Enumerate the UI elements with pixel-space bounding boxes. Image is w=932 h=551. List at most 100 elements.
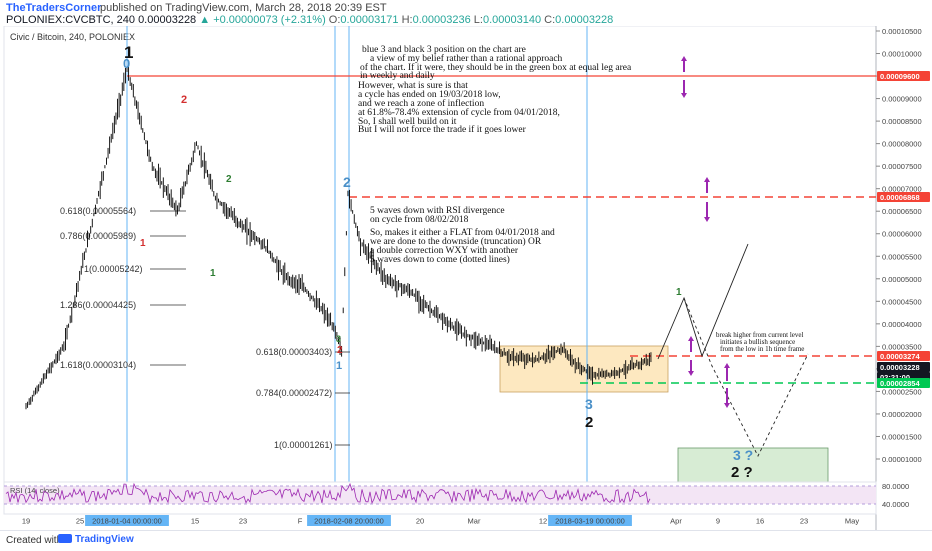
svg-text:from the low in 1h time frame: from the low in 1h time frame <box>720 345 804 353</box>
y-tick-label: 0.00004000 <box>882 320 922 329</box>
mid-note: 5 waves down with RSI divergence on cycl… <box>370 206 555 265</box>
chart-canvas[interactable]: Civic / Bitcoin, 240, POLONIEX 0.618(0.0… <box>0 26 932 530</box>
fib-left-1: 0.786(0.00005989) <box>60 231 136 241</box>
rsi-tick-label: 40.0000 <box>882 500 909 509</box>
x-tick-label: 15 <box>191 517 199 526</box>
x-tick-label: May <box>845 517 859 526</box>
author-name[interactable]: TheTradersCorner <box>6 2 102 14</box>
y-tick-label: 0.00010000 <box>882 50 922 59</box>
fib-right-2: 1(0.00001261) <box>274 440 333 450</box>
y-tick-label: 0.00006000 <box>882 230 922 239</box>
wave-blue-3q: 3 ? <box>733 447 753 463</box>
arrow-head <box>724 403 730 408</box>
svg-text:we are done to the downside (t: we are done to the downside (truncation)… <box>370 236 542 247</box>
wave-green-1-low: 1 <box>210 268 216 279</box>
svg-text:5 waves down to come (dotted l: 5 waves down to come (dotted lines) <box>370 254 510 265</box>
wave-blue-2: 2 <box>343 174 351 190</box>
svg-text:break higher from current leve: break higher from current level <box>716 331 804 339</box>
wave-blue-3: 3 <box>585 396 593 412</box>
open-label: O: <box>328 14 341 26</box>
svg-text:of the chart. If it were, they: of the chart. If it were, they should be… <box>360 62 632 73</box>
y-tick-label: 0.00001000 <box>882 455 922 464</box>
rsi-pane: RSI (14, close) <box>3 481 877 515</box>
wave-green-2: 2 <box>226 174 232 185</box>
x-tick-label: 2018-02-08 20:00:00 <box>314 517 384 526</box>
symbol-label: POLONIEX:CVCBTC, 240 <box>6 14 135 26</box>
svg-text:on cycle from 08/02/2018: on cycle from 08/02/2018 <box>370 214 469 225</box>
x-tick-label: 23 <box>800 517 808 526</box>
price-tag: 0.00003274 <box>880 352 920 361</box>
fib-left-3: 1.236(0.00004425) <box>60 300 136 310</box>
price-tag-bg <box>877 362 930 372</box>
y-tick-label: 0.00010500 <box>882 27 922 36</box>
high-label: H: <box>401 14 413 26</box>
rsi-line <box>5 482 651 505</box>
price-tag-bg <box>877 351 930 361</box>
price-tag: 0.00009600 <box>880 72 920 81</box>
x-tick-label: 9 <box>716 517 720 526</box>
wave-black-2q: 2 ? <box>731 464 753 481</box>
fib-left-4: 1.618(0.00003104) <box>60 360 136 370</box>
created-with: Created with <box>6 535 63 546</box>
time-axis[interactable]: 19 25 2018-01-04 00:00:00 15 23 F 2018-02-08 2… <box>22 515 860 526</box>
x-tick-label: 16 <box>756 517 764 526</box>
x-tick-label: 2018-03-19 00:00:00 <box>555 517 625 526</box>
svg-text:a cycle has ended on 19/03/201: a cycle has ended on 19/03/2018 low, <box>358 90 501 100</box>
y-tick-label: 0.00009000 <box>882 95 922 104</box>
arrow-head <box>688 371 694 376</box>
x-tick-label: 25 <box>76 517 84 526</box>
rsi-axis: 80.0000 40.0000 <box>882 482 909 509</box>
time-highlight <box>85 515 169 526</box>
close-label: C: <box>544 14 556 26</box>
pane-title: Civic / Bitcoin, 240, POLONIEX <box>10 32 135 42</box>
svg-text:and we reach a zone of inflect: and we reach a zone of inflection <box>358 98 484 109</box>
published-info: published on TradingView.com, March 28, … <box>100 2 387 14</box>
wave-black-1: 1 <box>124 43 133 62</box>
rsi-label: RSI (14, close) <box>10 486 60 495</box>
wave-green-1-proj: 1 <box>676 287 682 298</box>
time-highlight <box>548 515 632 526</box>
price-series <box>25 63 652 410</box>
y-tick-label: 0.00005000 <box>882 275 922 284</box>
price-change: ▲ +0.00000073 (+2.31%) <box>199 14 326 26</box>
last-price: 0.00003228 <box>138 14 197 26</box>
price-tag: 02:21:00 <box>880 373 910 382</box>
purple-arrows <box>681 56 730 408</box>
arrow-head <box>681 93 687 98</box>
y-tick-label: 0.00002500 <box>882 387 922 396</box>
ohlc-bar: POLONIEX:CVCBTC, 240 0.00003228 ▲ +0.000… <box>6 14 613 26</box>
price-axis[interactable]: 0.000105000.000100000.000095000.00009000… <box>876 27 922 464</box>
fib-left-2: 1(0.00005242) <box>84 264 143 274</box>
svg-text:initiates a bullish sequence: initiates a bullish sequence <box>720 338 795 346</box>
high-value: 0.00003236 <box>412 14 471 26</box>
x-tick-label: Mar <box>468 517 481 526</box>
fib-right-lines <box>335 351 350 446</box>
wave-blue-1: 1 <box>336 360 342 372</box>
x-tick-label: 20 <box>416 517 424 526</box>
target-box <box>677 447 829 485</box>
x-tick-label: 23 <box>239 517 247 526</box>
svg-text:blue 3 and black 3 position on: blue 3 and black 3 position on the chart… <box>362 45 526 55</box>
wave-red-2-top: 2 <box>181 94 187 106</box>
y-tick-label: 0.00002000 <box>882 410 922 419</box>
x-tick-label: 19 <box>22 517 30 526</box>
tradingview-brand: TradingView <box>75 534 134 545</box>
tradingview-icon <box>58 534 72 543</box>
time-highlight <box>307 515 391 526</box>
open-value: 0.00003171 <box>340 14 399 26</box>
arrow-head <box>704 217 710 222</box>
svg-text:5 waves down with RSI divergen: 5 waves down with RSI divergence <box>370 206 505 216</box>
y-tick-label: 0.00006500 <box>882 207 922 216</box>
y-tick-label: 0.00004500 <box>882 297 922 306</box>
y-tick-label: 0.00007500 <box>882 162 922 171</box>
price-tag: 0.00002854 <box>880 379 920 388</box>
low-value: 0.00003140 <box>482 14 542 26</box>
svg-text:However, what is sure is that: However, what is sure is that <box>358 81 468 91</box>
tradingview-logo[interactable]: TradingView <box>58 534 134 545</box>
projection-wxy <box>683 297 809 458</box>
consolidation-box <box>499 345 669 393</box>
price-tag-bg <box>877 192 930 202</box>
price-tag: 0.00006868 <box>880 193 920 202</box>
wave-blue-0: 0 <box>123 56 130 71</box>
y-tick-label: 0.00001500 <box>882 432 922 441</box>
